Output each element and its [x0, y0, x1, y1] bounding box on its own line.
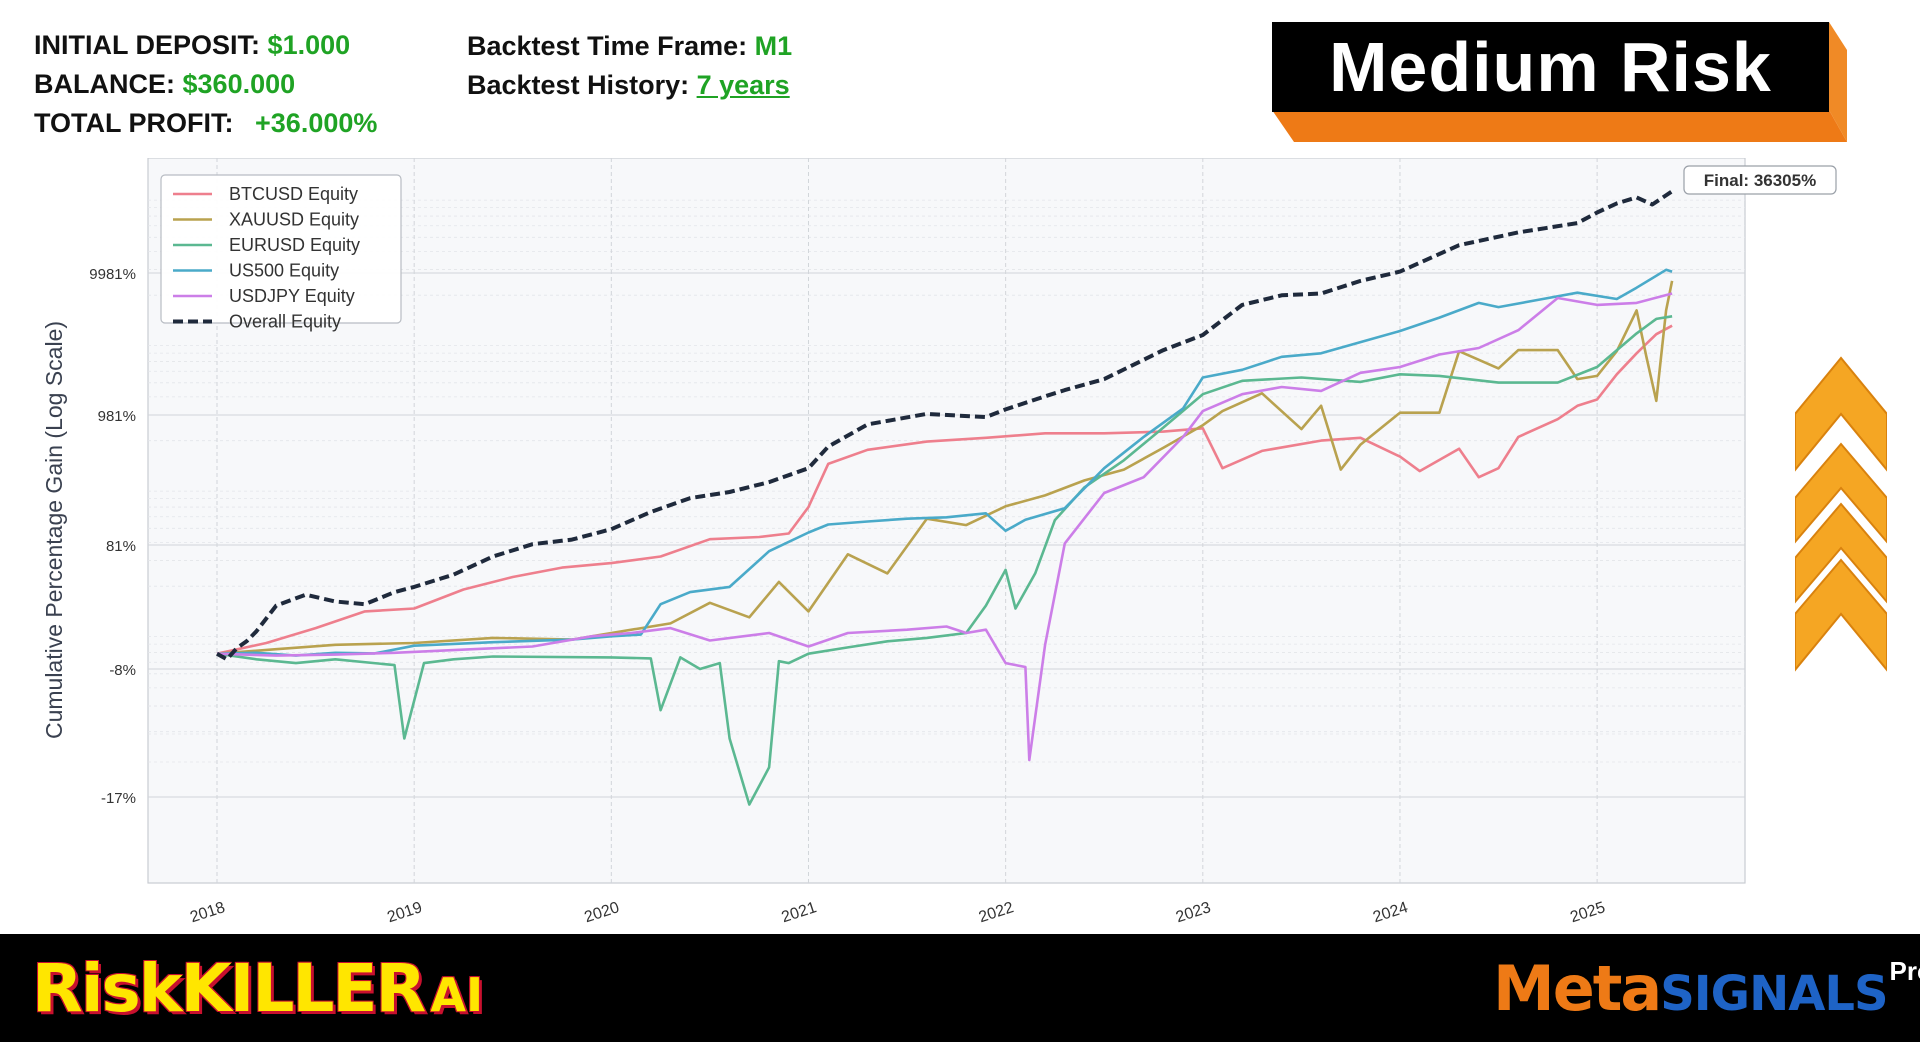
initial-deposit-value: $1.000	[267, 30, 351, 60]
legend: BTCUSD Equity XAUUSD Equity EURUSD Equity U…	[160, 174, 402, 332]
history-label: Backtest History:	[467, 70, 690, 100]
legend-entry: EURUSD Equity	[229, 235, 360, 255]
series-line-us500-equity	[216, 268, 1673, 657]
risk-badge: Medium Risk	[1272, 22, 1847, 142]
initial-deposit-row: INITIAL DEPOSIT: $1.000	[34, 26, 377, 65]
series-line-btcusd-equity	[216, 324, 1673, 655]
y-tick-label: 9981%	[89, 266, 136, 283]
legend-entry: USDJPY Equity	[229, 286, 355, 306]
legend-entry: BTCUSD Equity	[229, 184, 358, 204]
timeframe-label: Backtest Time Frame:	[467, 31, 748, 61]
balance-label: BALANCE:	[34, 69, 175, 99]
metasignals-logo-signals: SIGNALS	[1660, 966, 1888, 1022]
y-tick-label: -8%	[109, 662, 136, 679]
history-value: 7 years	[696, 70, 790, 100]
series-line-usdjpy-equity	[216, 292, 1673, 762]
initial-deposit-label: INITIAL DEPOSIT:	[34, 30, 261, 60]
balance-value: $360.000	[182, 69, 296, 99]
y-tick-label: 81%	[106, 538, 136, 555]
timeframe-row: Backtest Time Frame: M1	[467, 27, 792, 66]
equity-chart: 9981% 981% 81% -8% -17% 2018 2019 2020 2021 2022…	[30, 158, 1850, 938]
total-profit-value: +36.000%	[255, 108, 378, 138]
total-profit-row: TOTAL PROFIT: +36.000%	[34, 104, 377, 143]
risk-badge-backdrop	[1272, 22, 1847, 142]
stats-backtest: Backtest Time Frame: M1 Backtest History…	[467, 27, 792, 105]
legend-entry: US500 Equity	[229, 261, 339, 281]
metasignals-logo-pro: Pro	[1889, 956, 1920, 986]
equity-chart-svg: 9981%981%81%-8%-17% 2018 2019 2020 2021 2022…	[30, 158, 1850, 938]
y-ticks: 9981% 981% 81% -8% -17%	[89, 266, 136, 807]
y-tick-label: -17%	[101, 790, 136, 807]
series-line-overall-equity	[216, 189, 1674, 662]
triple-chevron-up-icon	[1795, 356, 1887, 672]
legend-box	[160, 174, 402, 324]
legend-entry: XAUUSD Equity	[229, 210, 359, 230]
y-axis-label: Cumulative Percentage Gain (Log Scale)	[41, 321, 67, 739]
history-row: Backtest History: 7 years	[467, 66, 792, 105]
balance-row: BALANCE: $360.000	[34, 65, 377, 104]
final-annotation-text: Final: 36305%	[1704, 171, 1816, 190]
risk-badge-label: Medium Risk	[1329, 28, 1772, 106]
metasignals-logo-meta: Meta	[1493, 952, 1662, 1025]
y-tick-label: 981%	[98, 408, 136, 425]
riskkiller-logo-ai: AI	[430, 968, 484, 1022]
timeframe-value: M1	[754, 31, 793, 61]
final-annotation: Final: 36305%	[1683, 165, 1837, 195]
riskkiller-logo-text: RiskKILLER	[32, 950, 426, 1027]
stats-left: INITIAL DEPOSIT: $1.000 BALANCE: $360.00…	[34, 26, 377, 143]
total-profit-label: TOTAL PROFIT:	[34, 108, 234, 138]
legend-entry: Overall Equity	[229, 312, 341, 332]
series-line-eurusd-equity	[216, 315, 1673, 806]
metasignals-logo: MetaSIGNALSPro	[1493, 952, 1920, 1025]
riskkiller-logo: RiskKILLER AI	[32, 950, 483, 1027]
series-group	[216, 189, 1674, 806]
